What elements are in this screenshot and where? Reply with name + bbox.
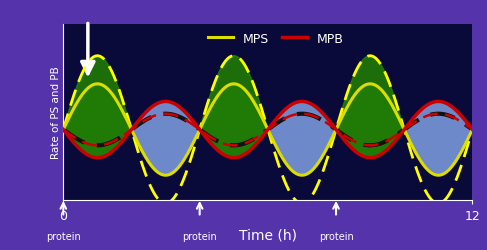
Text: protein: protein	[46, 232, 81, 241]
X-axis label: Time (h): Time (h)	[239, 228, 297, 241]
Legend: MPS, MPB: MPS, MPB	[203, 28, 349, 51]
Text: protein: protein	[182, 232, 217, 241]
Y-axis label: Rate of PS and PB: Rate of PS and PB	[51, 66, 60, 159]
Text: protein: protein	[318, 232, 354, 241]
